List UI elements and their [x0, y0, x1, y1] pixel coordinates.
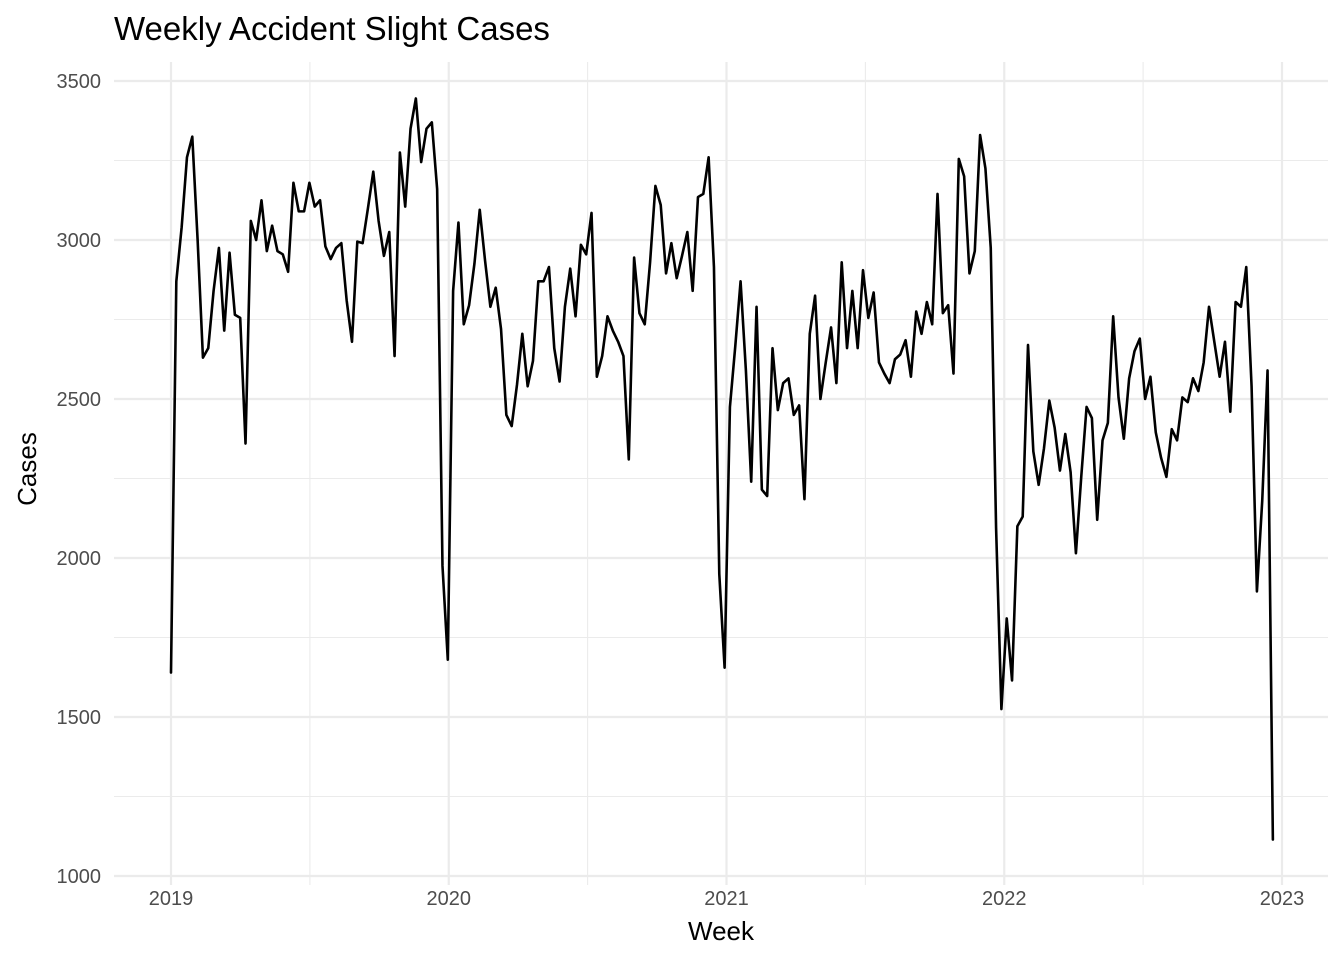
x-tick-label: 2022 [982, 888, 1027, 910]
y-tick-labels: 1000 1500 2000 2500 3000 3500 [57, 71, 102, 888]
y-tick-label: 3000 [57, 230, 102, 252]
y-tick-label: 1500 [57, 707, 102, 729]
x-tick-label: 2021 [704, 888, 749, 910]
x-tick-labels: 2019 2020 2021 2022 2023 [149, 888, 1305, 910]
x-tick-label: 2020 [427, 888, 472, 910]
y-tick-label: 2000 [57, 548, 102, 570]
chart-title: Weekly Accident Slight Cases [114, 10, 550, 47]
x-axis-title: Week [688, 916, 755, 946]
y-tick-label: 3500 [57, 71, 102, 93]
grid [114, 62, 1328, 885]
series-line [169, 97, 1275, 841]
x-tick-label: 2023 [1260, 888, 1305, 910]
y-tick-label: 2500 [57, 389, 102, 411]
x-tick-label: 2019 [149, 888, 194, 910]
y-axis-title: Cases [12, 432, 42, 506]
y-tick-label: 1000 [57, 866, 102, 888]
